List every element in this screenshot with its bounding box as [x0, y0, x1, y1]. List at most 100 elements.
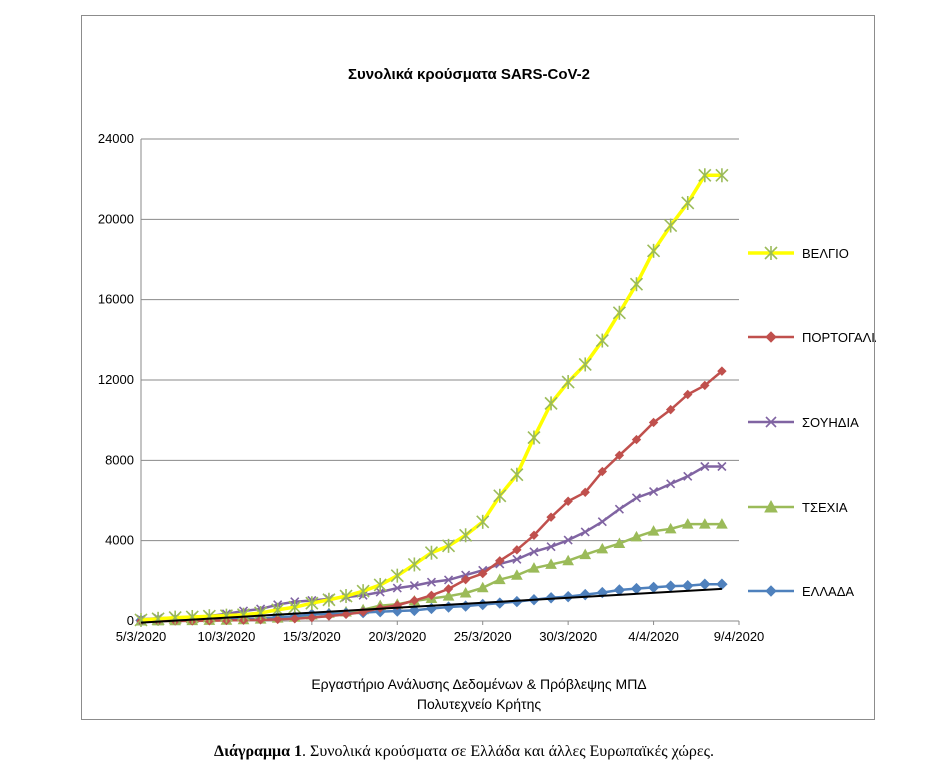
data-point [202, 609, 216, 624]
data-point [613, 537, 626, 549]
data-point [683, 471, 693, 481]
x-tick-labels: 5/3/2020 10/3/2020 15/3/2020 20/3/2020 25/3/… [116, 621, 765, 644]
data-point [409, 595, 420, 606]
data-point [307, 612, 317, 623]
y-tick-label: 12000 [98, 372, 134, 387]
x-tick-label: 10/3/2020 [198, 629, 256, 644]
legend-label: ΣΟΥΗΔΙΑ [802, 415, 859, 430]
data-point [631, 493, 642, 503]
plot-area [134, 168, 729, 627]
data-point [630, 530, 643, 542]
figure-caption: Διάγραμμα 1. Συνολικά κρούσματα σε Ελλάδ… [0, 743, 928, 761]
data-point [614, 450, 625, 460]
legend-label: ΕΛΛΑΔΑ [802, 584, 854, 599]
data-point [219, 608, 233, 623]
legend: ΒΕΛΓΙΟ ΠΟΡΤΟΓΑΛΙΑ ΣΟΥΗΔΙΑ ΤΣΕΧΙΑ ΕΛΛΑΔΑ [748, 246, 876, 599]
data-point [649, 487, 659, 497]
y-tick-label: 0 [127, 613, 134, 628]
data-point [698, 518, 711, 529]
data-point [579, 588, 591, 601]
data-point [647, 525, 660, 536]
data-point [612, 305, 626, 320]
data-point [764, 246, 778, 260]
data-point [322, 592, 336, 607]
data-point [529, 530, 539, 540]
data-point [476, 514, 490, 529]
data-point [546, 542, 556, 552]
data-point [717, 366, 727, 376]
data-point [597, 466, 608, 477]
source-line-1: Εργαστήριο Ανάλυσης Δεδομένων & Πρόβλεψη… [311, 676, 646, 692]
data-point [324, 611, 334, 621]
legend-item-3: ΤΣΕΧΙΑ [748, 499, 848, 515]
data-point [596, 542, 609, 554]
y-tick-labels: 0 4000 8000 12000 16000 20000 24000 [98, 131, 134, 628]
data-point [478, 568, 488, 579]
data-point [664, 580, 677, 592]
data-point [426, 577, 437, 587]
data-point [477, 598, 489, 611]
data-point [597, 517, 607, 527]
y-tick-label: 4000 [105, 533, 134, 548]
x-tick-label: 4/4/2020 [628, 629, 679, 644]
data-point [716, 518, 728, 529]
x-tick-label: 25/3/2020 [454, 629, 512, 644]
chart-frame: Συνολικά κρούσματα SARS-CoV-2 0 4000 8000 1… [81, 15, 876, 720]
data-point [563, 496, 573, 506]
data-point [700, 380, 710, 391]
data-point [341, 609, 351, 620]
x-tick-label: 15/3/2020 [283, 629, 341, 644]
data-point [290, 614, 300, 624]
data-point [495, 556, 505, 566]
data-point [595, 333, 609, 348]
data-point [664, 522, 677, 534]
data-point [580, 487, 590, 498]
data-point [764, 499, 778, 513]
data-point [236, 607, 251, 622]
data-point [683, 389, 693, 400]
source-line-2: Πολυτεχνείο Κρήτης [417, 696, 542, 712]
x-tick-label: 20/3/2020 [368, 629, 426, 644]
data-point [510, 467, 524, 482]
data-point [254, 605, 268, 620]
data-point [765, 416, 777, 428]
data-point [717, 461, 727, 472]
data-point [715, 168, 729, 183]
data-point [699, 578, 711, 590]
data-point [563, 535, 573, 545]
y-tick-label: 8000 [105, 452, 134, 467]
legend-label: ΒΕΛΓΙΟ [802, 246, 849, 261]
data-point [443, 584, 454, 594]
data-point [545, 592, 557, 604]
legend-item-2: ΣΟΥΗΔΙΑ [748, 415, 859, 430]
y-tick-label: 24000 [98, 131, 134, 146]
data-point [562, 554, 574, 566]
caption-label: Διάγραμμα 1 [214, 743, 303, 760]
data-point [765, 585, 777, 597]
data-point [356, 584, 370, 599]
data-point [613, 584, 626, 596]
data-point [580, 527, 590, 537]
legend-label: ΠΟΡΤΟΓΑΛΙΑ [802, 330, 876, 345]
data-point [578, 357, 592, 372]
data-point [700, 461, 710, 472]
legend-item-1: ΠΟΡΤΟΓΑΛΙΑ [748, 330, 876, 345]
x-tick-label: 30/3/2020 [539, 629, 597, 644]
legend-item-4: ΕΛΛΑΔΑ [748, 584, 854, 599]
x-tick-label: 9/4/2020 [714, 629, 765, 644]
data-point [407, 557, 421, 572]
data-point [493, 488, 507, 503]
data-point [390, 568, 404, 583]
data-point [648, 417, 659, 428]
data-point [647, 243, 661, 258]
data-point [375, 587, 385, 597]
data-point [426, 590, 437, 601]
data-point [681, 195, 695, 210]
data-point [529, 547, 539, 557]
legend-label: ΤΣΕΧΙΑ [802, 500, 848, 515]
data-point [579, 548, 592, 560]
data-point [442, 590, 455, 601]
data-point [681, 518, 694, 529]
data-point [664, 218, 678, 233]
data-point [288, 600, 302, 615]
